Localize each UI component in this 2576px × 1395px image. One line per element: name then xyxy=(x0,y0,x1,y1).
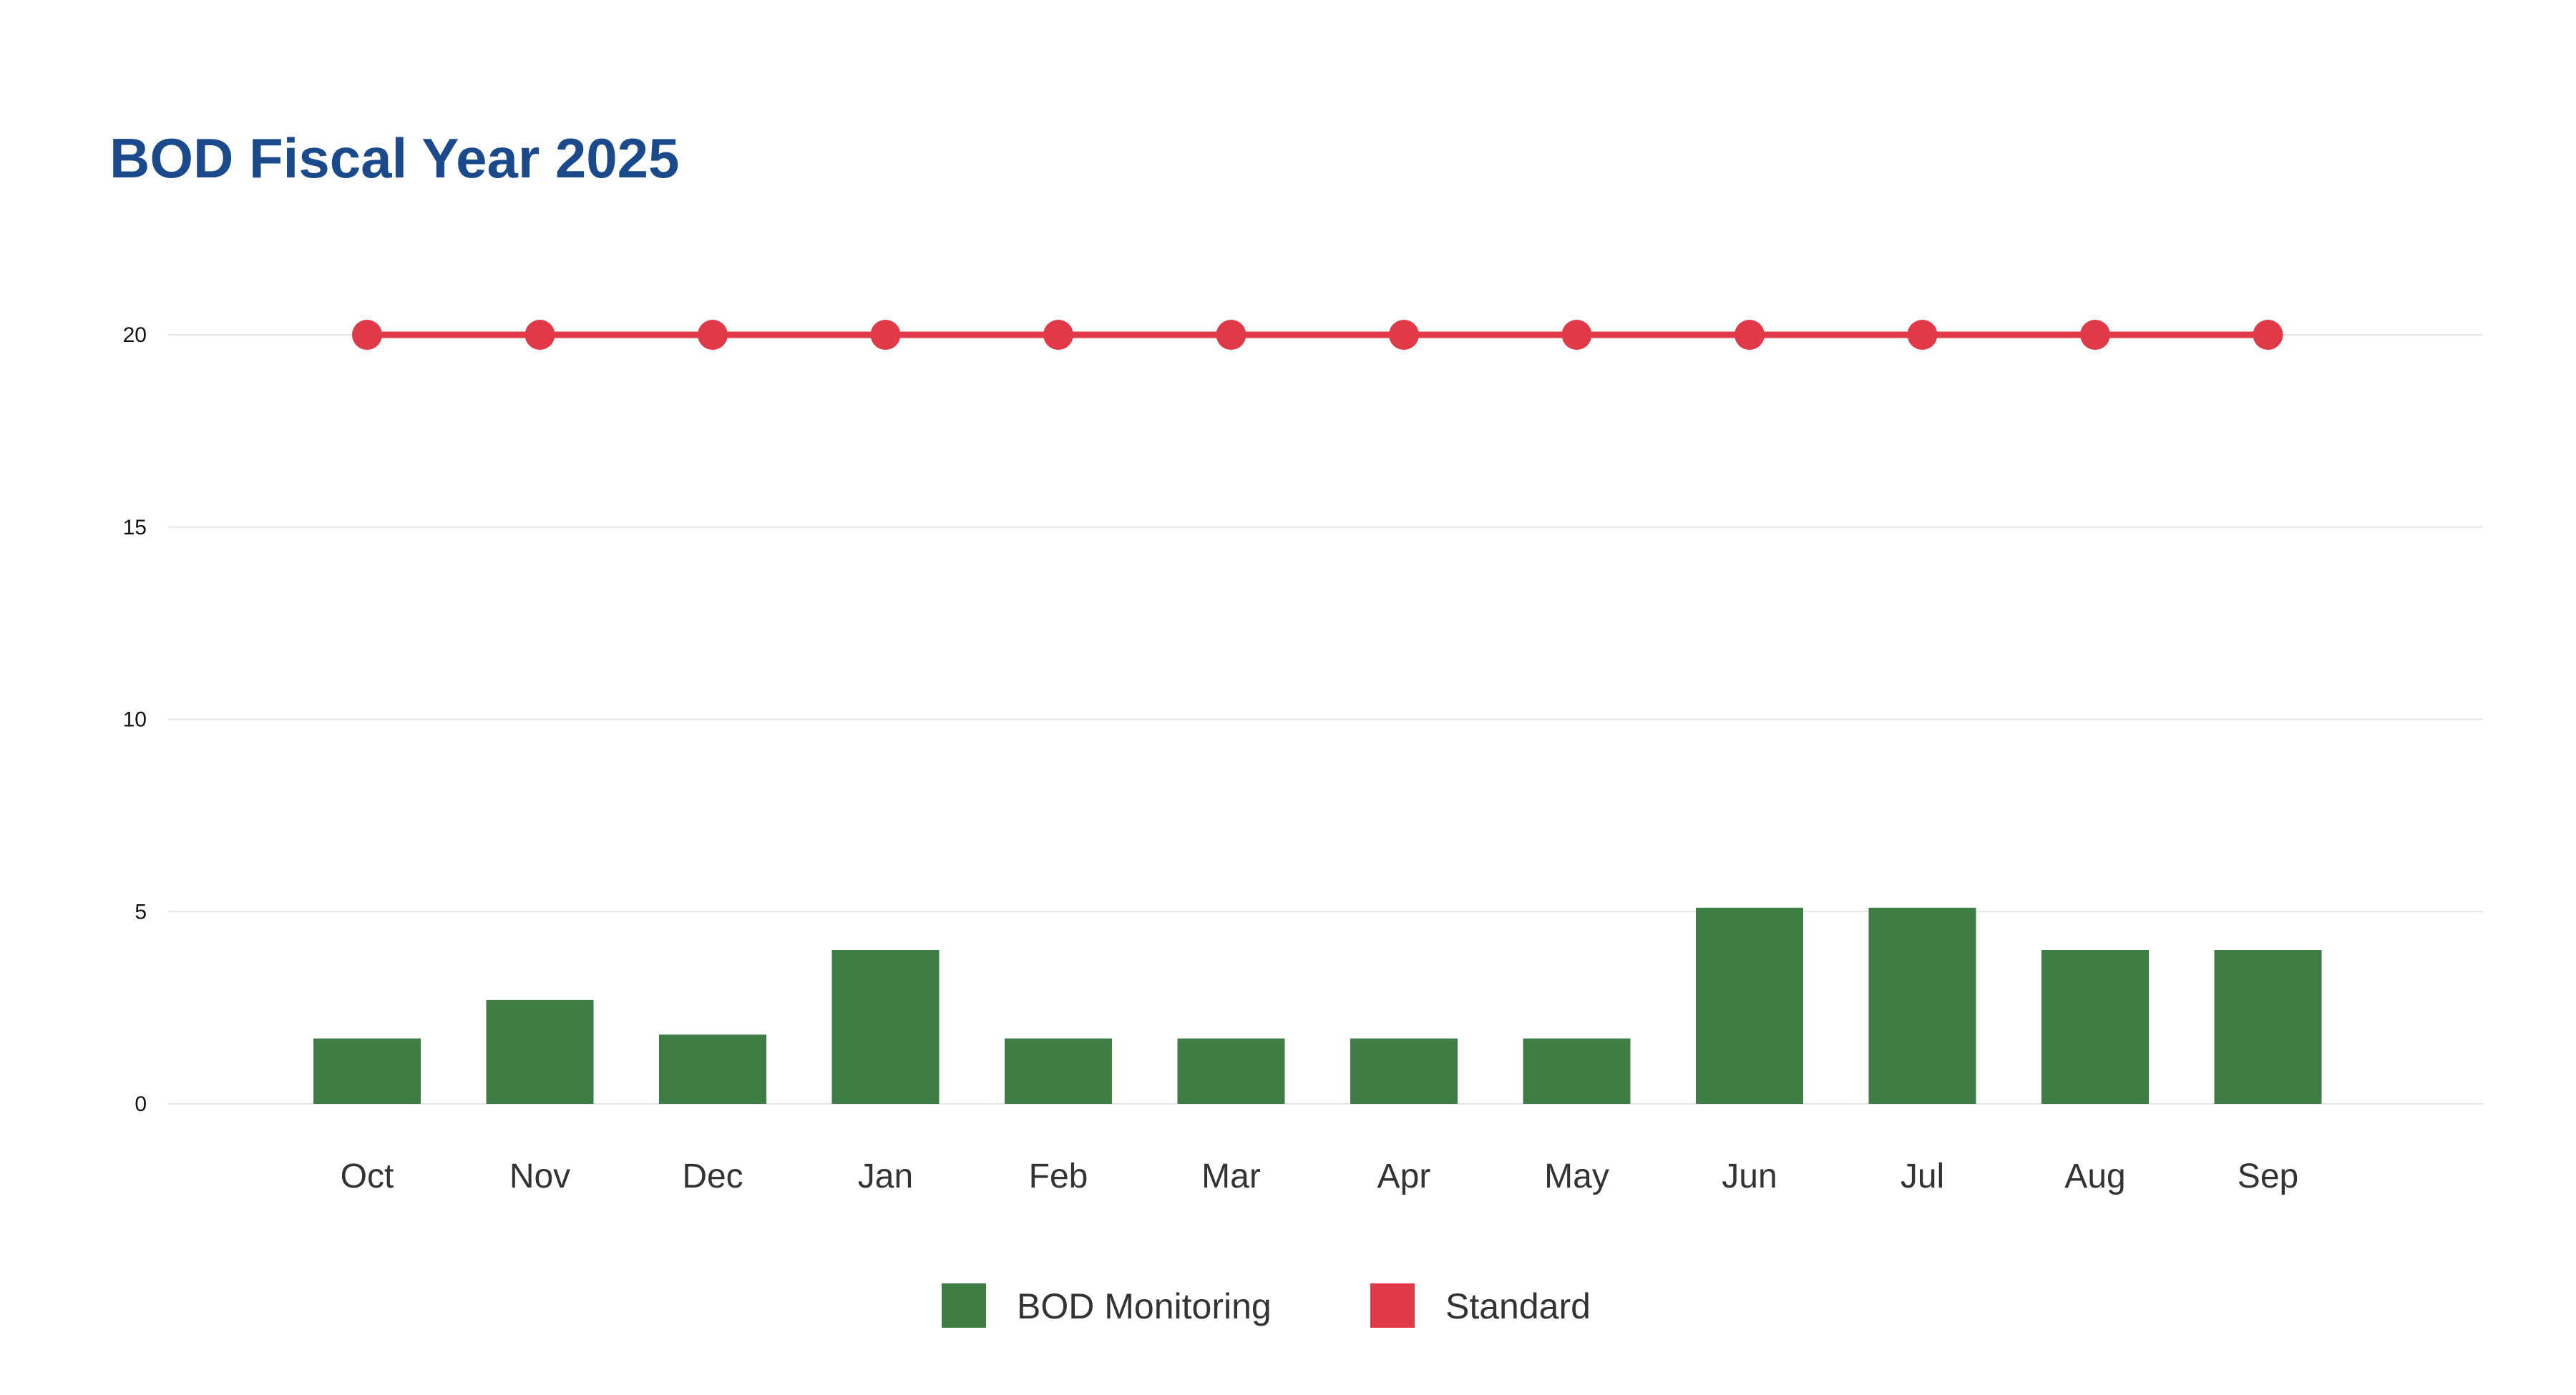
x-tick-label: Aug xyxy=(2064,1157,2125,1195)
standard-point-apr xyxy=(1389,320,1419,350)
standard-point-sep xyxy=(2253,320,2283,350)
legend-label: BOD Monitoring xyxy=(1017,1286,1272,1326)
legend-standard[interactable]: Standard xyxy=(1370,1283,1591,1328)
x-tick-label: Apr xyxy=(1377,1157,1431,1195)
x-tick-label: Mar xyxy=(1201,1157,1261,1195)
bar-sep xyxy=(2214,950,2322,1104)
bar-jul xyxy=(1868,907,1976,1104)
bar-mar xyxy=(1177,1038,1285,1104)
legend-swatch xyxy=(942,1283,986,1328)
bar-jun xyxy=(1696,907,1803,1104)
bar-dec xyxy=(659,1034,766,1104)
standard-point-feb xyxy=(1043,320,1073,350)
bar-nov xyxy=(486,999,594,1104)
y-axis: 0 5 10 15 20 xyxy=(123,323,147,1116)
x-tick-label: May xyxy=(1544,1157,1609,1195)
standard-point-oct xyxy=(352,320,382,350)
standard-point-jul xyxy=(1907,320,1938,350)
legend-label: Standard xyxy=(1445,1286,1591,1326)
line-series xyxy=(352,320,2283,350)
standard-point-mar xyxy=(1216,320,1246,350)
bar-may xyxy=(1523,1038,1631,1104)
y-tick-label: 10 xyxy=(123,708,147,732)
x-tick-label: Sep xyxy=(2238,1157,2298,1195)
x-tick-label: Jun xyxy=(1722,1157,1777,1195)
bar-jan xyxy=(831,950,940,1104)
x-tick-label: Jan xyxy=(858,1157,913,1195)
legend: BOD Monitoring Standard xyxy=(942,1283,1591,1328)
x-tick-label: Oct xyxy=(341,1157,394,1195)
y-tick-label: 15 xyxy=(123,516,147,539)
standard-point-dec xyxy=(698,320,728,350)
legend-bod-monitoring[interactable]: BOD Monitoring xyxy=(942,1283,1272,1328)
x-tick-label: Dec xyxy=(682,1157,743,1195)
standard-point-jun xyxy=(1735,320,1765,350)
bar-oct xyxy=(313,1038,421,1104)
standard-point-jan xyxy=(870,320,901,350)
chart-title: BOD Fiscal Year 2025 xyxy=(109,127,679,190)
x-tick-label: Jul xyxy=(1901,1157,1944,1195)
x-axis: Oct Nov Dec Jan Feb Mar Apr May Jun Jul Aug Sep xyxy=(341,1157,2299,1195)
bar-series xyxy=(313,907,2322,1104)
bar-aug xyxy=(2041,950,2149,1104)
legend-swatch xyxy=(1370,1283,1415,1328)
standard-point-may xyxy=(1561,320,1592,350)
standard-point-aug xyxy=(2080,320,2110,350)
bar-feb xyxy=(1005,1038,1112,1104)
y-tick-label: 5 xyxy=(135,900,147,924)
standard-point-nov xyxy=(525,320,555,350)
bar-apr xyxy=(1350,1038,1458,1104)
y-tick-label: 20 xyxy=(123,323,147,347)
x-tick-label: Feb xyxy=(1029,1157,1088,1195)
y-tick-label: 0 xyxy=(135,1092,147,1116)
x-tick-label: Nov xyxy=(509,1157,570,1195)
